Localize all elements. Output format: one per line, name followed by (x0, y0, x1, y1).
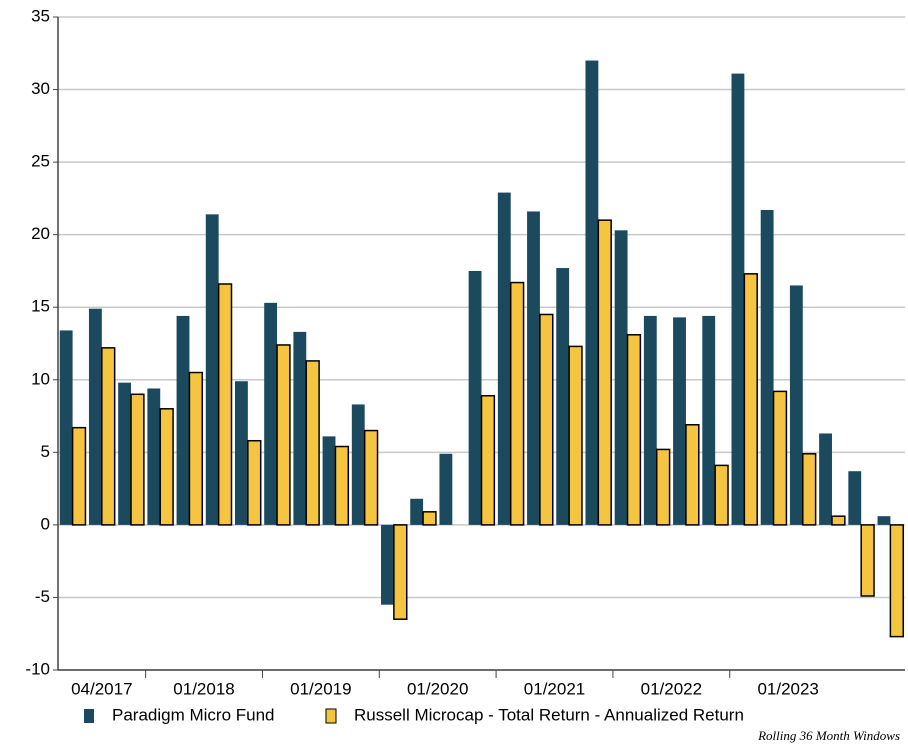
y-tick-label: 0 (41, 514, 50, 533)
bar (381, 524, 394, 605)
bar (217, 283, 233, 526)
y-tick-label: 30 (31, 79, 50, 98)
bar (702, 315, 716, 525)
bar (831, 515, 846, 526)
footnote: Rolling 36 Month Windows (757, 728, 900, 743)
y-tick-label: -10 (25, 659, 50, 678)
x-tick-label: 01/2021 (524, 679, 585, 698)
bar (568, 345, 583, 526)
bar (410, 498, 424, 525)
bar (655, 448, 671, 526)
bar (497, 192, 511, 525)
legend-label: Russell Microcap - Total Return - Annual… (354, 705, 744, 724)
y-tick-label: 10 (31, 369, 50, 388)
bar (247, 439, 262, 526)
bar (685, 424, 700, 526)
bar (860, 524, 875, 597)
bar (71, 426, 87, 526)
bar (760, 209, 774, 525)
x-tick-label: 01/2020 (407, 679, 468, 698)
bar (363, 429, 379, 526)
bar (176, 315, 190, 525)
bar (101, 347, 116, 526)
bar (643, 315, 657, 525)
bar (509, 281, 525, 526)
bar (480, 394, 496, 526)
x-tick-label: 01/2018 (173, 679, 234, 698)
bar (188, 371, 204, 526)
legend-label: Paradigm Micro Fund (112, 705, 275, 724)
x-tick-label: 01/2019 (290, 679, 351, 698)
bar (889, 524, 904, 638)
bar (468, 270, 482, 525)
bar (88, 308, 102, 525)
y-tick-label: 35 (31, 6, 50, 25)
bar (527, 211, 540, 525)
bar (743, 273, 758, 526)
bar (276, 344, 291, 526)
bar (293, 331, 307, 525)
bar (205, 214, 219, 525)
bar (714, 464, 729, 526)
bar (439, 453, 453, 525)
bar (772, 390, 788, 526)
bar (731, 73, 745, 525)
bar (130, 393, 145, 526)
x-tick-label: 04/2017 (71, 679, 132, 698)
x-tick-label: 01/2023 (757, 679, 818, 698)
y-tick-label: -5 (35, 587, 50, 606)
bar (673, 317, 686, 525)
bar (789, 285, 803, 525)
bar (334, 445, 350, 526)
bar (234, 381, 248, 525)
bar (848, 471, 862, 525)
y-tick-label: 25 (31, 152, 50, 171)
y-tick-label: 20 (31, 224, 50, 243)
bar (59, 330, 73, 525)
bar (159, 408, 174, 526)
bar (539, 313, 554, 526)
bar (597, 219, 612, 526)
bar (802, 453, 817, 526)
bar (819, 433, 832, 525)
legend-swatch (84, 709, 94, 723)
bar (626, 334, 642, 526)
y-tick-label: 15 (31, 297, 50, 316)
x-tick-label: 01/2022 (641, 679, 702, 698)
bar (305, 360, 320, 526)
y-tick-label: 5 (41, 442, 50, 461)
bar (147, 388, 161, 525)
bar (322, 436, 336, 525)
bar (393, 524, 408, 620)
legend-swatch (325, 708, 337, 724)
bar (351, 404, 365, 525)
bar (585, 60, 599, 525)
bar (877, 516, 891, 525)
bar (264, 302, 278, 525)
bar (556, 268, 570, 525)
bar (118, 382, 132, 525)
bar (422, 511, 437, 526)
bar (614, 230, 628, 525)
